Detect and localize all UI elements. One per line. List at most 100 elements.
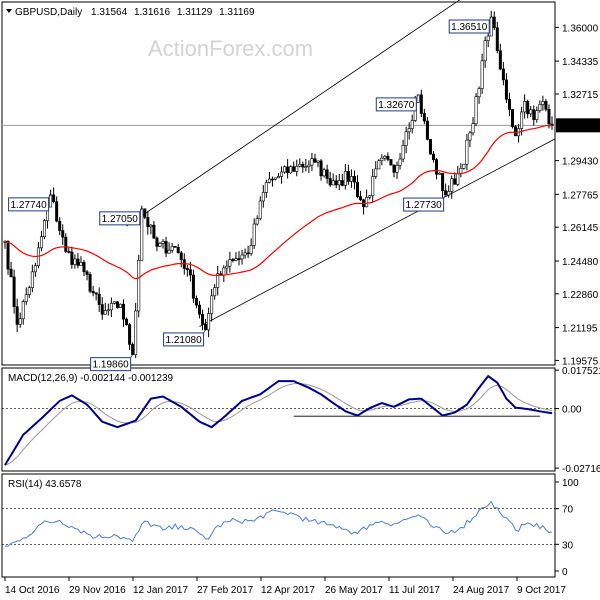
price-body	[331, 180, 335, 186]
price-body	[143, 208, 147, 218]
date-tick-label: 29 Nov 2016	[69, 585, 126, 596]
price-body	[304, 166, 308, 168]
price-body	[243, 252, 247, 256]
annotation-leader	[488, 16, 492, 21]
annotation-label: 1.19860	[93, 360, 130, 371]
price-body	[550, 123, 554, 126]
price-body	[419, 94, 423, 114]
price-body	[43, 220, 47, 238]
price-body	[444, 190, 448, 196]
price-body	[152, 224, 156, 239]
price-body	[82, 262, 86, 273]
price-body	[526, 101, 530, 115]
header-triangle-icon	[6, 9, 12, 13]
annotation-box	[8, 197, 50, 212]
price-body	[501, 68, 505, 81]
price-tick-label: 1.22860	[562, 290, 599, 301]
price-body	[61, 230, 65, 238]
price-body	[231, 259, 235, 261]
price-body	[276, 176, 280, 179]
ema-line	[4, 125, 553, 280]
price-body	[547, 109, 551, 125]
price-body	[453, 178, 457, 185]
header-low: 1.31129	[177, 7, 213, 18]
macd-signal-line	[4, 383, 553, 466]
price-body	[431, 153, 435, 160]
price-body	[158, 242, 162, 247]
date-tick-label: 26 May 2017	[325, 585, 383, 596]
chart-header: GBPUSD,Daily 1.31564 1.31616 1.31129 1.3…	[6, 7, 255, 18]
price-body	[340, 180, 344, 186]
annotation-box	[403, 197, 445, 212]
price-body	[371, 176, 375, 197]
price-body	[538, 104, 542, 111]
price-body	[407, 128, 411, 133]
price-body	[322, 169, 326, 177]
price-body	[246, 252, 250, 255]
price-body	[18, 318, 22, 325]
price-body	[346, 171, 350, 182]
price-body	[386, 155, 390, 160]
macd-line	[4, 374, 553, 466]
price-body	[471, 123, 475, 134]
date-tick-label: 24 Aug 2017	[453, 585, 510, 596]
price-body	[489, 16, 493, 37]
annotation-label: 1.27730	[406, 200, 443, 211]
price-body	[395, 165, 399, 173]
price-body	[252, 223, 256, 246]
price-body	[128, 324, 132, 345]
macd-tick-label: -0.027169	[562, 464, 600, 475]
svg-text:GBPUSD,Daily 1.31564: GBPUSD,Daily 1.31564 1.31616 1.31129 1.3…	[15, 7, 255, 18]
price-body	[85, 271, 89, 275]
price-body	[462, 163, 466, 169]
price-body	[492, 16, 496, 28]
annotation-leader	[139, 208, 143, 213]
rsi-tick-label: 30	[562, 540, 574, 551]
price-body	[316, 160, 320, 163]
price-body	[194, 298, 198, 306]
price-body	[207, 313, 211, 331]
price-body	[365, 197, 369, 208]
price-body	[21, 301, 25, 320]
price-body	[359, 196, 363, 201]
price-body	[456, 173, 460, 185]
annotation-box	[90, 357, 132, 372]
date-tick-label: 14 Oct 2016	[5, 585, 60, 596]
annotation-box	[375, 97, 417, 112]
price-body	[356, 181, 360, 197]
price-body	[24, 294, 28, 302]
price-body	[213, 287, 217, 297]
macd-tick-label: 0.017521	[562, 366, 600, 377]
price-body	[544, 101, 548, 110]
price-body	[264, 182, 268, 193]
price-body	[474, 96, 478, 124]
rsi-label: RSI(14) 43.6578	[8, 479, 82, 490]
price-body	[79, 262, 83, 266]
price-body	[164, 241, 168, 254]
price-body	[137, 260, 141, 312]
price-body	[468, 132, 472, 141]
annotation-label: 1.32670	[378, 100, 415, 111]
price-body	[410, 120, 414, 129]
annotation-label: 1.27050	[102, 214, 139, 225]
header-high: 1.31616	[134, 7, 171, 18]
rsi-tick-label: 100	[562, 478, 579, 489]
price-body	[510, 109, 514, 127]
axis-layer: 1.36000 1.34335 1.32715 1.31169 1.29430 1.277…	[4, 23, 600, 596]
price-body	[258, 200, 262, 219]
price-body	[97, 293, 101, 305]
price-body	[131, 344, 135, 355]
macd-panel-frame	[1, 367, 556, 472]
price-body	[450, 178, 454, 192]
annotation-leader	[415, 94, 419, 99]
price-body	[507, 98, 511, 110]
price-body	[325, 169, 329, 179]
price-body	[368, 195, 372, 198]
price-body	[483, 40, 487, 62]
annotation-leader	[203, 329, 206, 334]
price-body	[380, 157, 384, 162]
price-body	[498, 50, 502, 70]
price-body	[286, 166, 290, 174]
price-body	[425, 120, 429, 140]
